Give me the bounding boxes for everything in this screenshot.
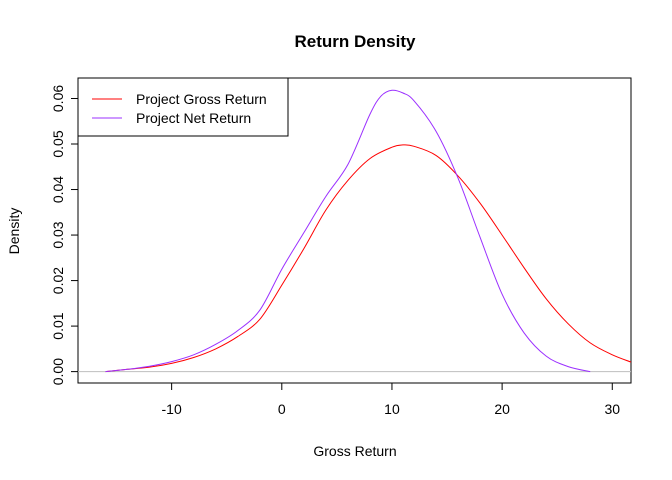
x-tick-label: 0 bbox=[278, 401, 286, 417]
legend-box bbox=[77, 77, 289, 137]
x-tick-label: 30 bbox=[604, 401, 620, 417]
series-line-net-return bbox=[105, 89, 591, 373]
y-tick-label: 0.04 bbox=[50, 176, 66, 203]
x-axis-label: Gross Return bbox=[313, 443, 396, 459]
x-tick-label: 10 bbox=[384, 401, 400, 417]
y-tick-label: 0.05 bbox=[50, 130, 66, 157]
y-tick-label: 0.03 bbox=[50, 221, 66, 248]
y-tick-label: 0.01 bbox=[50, 312, 66, 339]
series-line-gross-return bbox=[105, 144, 631, 373]
plot-frame bbox=[77, 77, 632, 384]
y-axis-label: Density bbox=[6, 208, 22, 255]
legend-label-gross: Project Gross Return bbox=[136, 91, 267, 107]
y-tick-label: 0.02 bbox=[50, 267, 66, 294]
y-tick-label: 0.06 bbox=[50, 85, 66, 112]
legend-label-net: Project Net Return bbox=[136, 110, 251, 126]
chart-title: Return Density bbox=[295, 32, 416, 51]
y-tick-label: 0.00 bbox=[50, 358, 66, 385]
x-tick-label: -10 bbox=[162, 401, 182, 417]
legend: Project Gross Return Project Net Return bbox=[77, 77, 289, 137]
plot-layer bbox=[78, 89, 631, 373]
x-tick-label: 20 bbox=[494, 401, 510, 417]
